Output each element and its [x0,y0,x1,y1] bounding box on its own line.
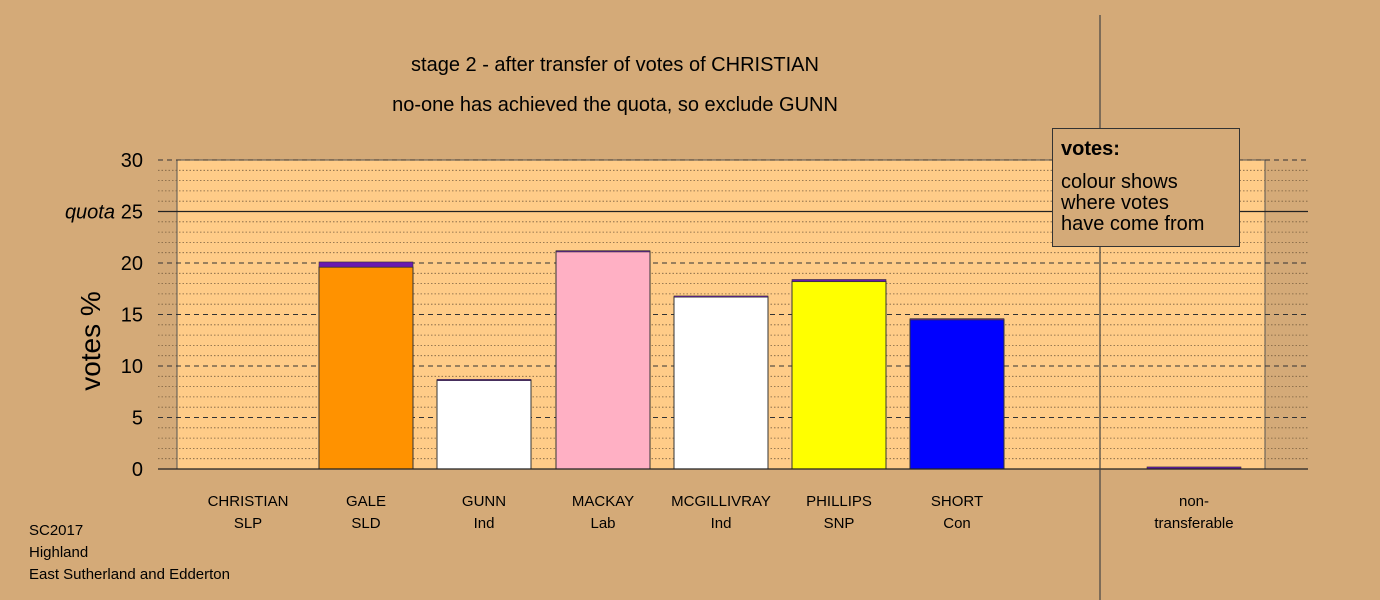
x-label-name: MACKAY [572,493,634,510]
bar-mcgillivray [673,296,769,470]
x-label-party: Ind [474,515,495,532]
bar-mackay [555,251,651,470]
x-label-name: SHORT [931,493,983,510]
x-label-name: CHRISTIAN [208,493,289,510]
x-label-party: Con [943,515,971,532]
bar-gunn [436,379,532,470]
y-tick-label: 15 [121,305,143,327]
y-axis-label: votes % [75,291,106,391]
x-label-nontransferable: transferable [1154,515,1233,532]
legend-line: colour shows [1061,171,1178,193]
footer-election: SC2017 [29,522,84,539]
y-tick-label: 25 [121,202,143,224]
bar-transfer-phillips [791,279,887,282]
legend-line: have come from [1061,213,1205,235]
y-tick-label: 5 [132,408,143,430]
x-label-nontransferable: non- [1179,493,1209,510]
x-label-party: Lab [590,515,615,532]
x-label-name: PHILLIPS [806,493,872,510]
bar-transfer-gunn [436,379,532,381]
bar-transfer-gale [318,261,414,268]
y-tick-label: 30 [121,150,143,172]
x-label-party: Ind [711,515,732,532]
bar-phillips [791,281,887,470]
x-label-name: GUNN [462,493,506,510]
x-label-party: SLD [351,515,380,532]
legend-title: votes: [1061,138,1120,160]
bar-transfer-mackay [555,250,651,253]
bar-gale [318,266,414,470]
x-label-party: SNP [824,515,855,532]
y-tick-label: 20 [121,253,143,275]
x-label-party: SLP [234,515,262,532]
legend-box: votes: colour shows where votes have com… [1052,128,1240,247]
chart-subtitle: no-one has achieved the quota, so exclud… [392,94,838,116]
bar-short [909,319,1005,470]
footer-ward: East Sutherland and Edderton [29,566,230,583]
x-label-name: MCGILLIVRAY [671,493,771,510]
bar-transfer-short [909,318,1005,321]
x-label-name: GALE [346,493,386,510]
legend-line: where votes [1061,192,1169,214]
y-tick-label: 0 [132,459,143,481]
bar-transfer-mcgillivray [673,295,769,298]
y-tick-label: 10 [121,356,143,378]
chart-title: stage 2 - after transfer of votes of CHR… [411,54,819,76]
footer-council: Highland [29,544,89,561]
quota-label: quota [65,202,115,224]
